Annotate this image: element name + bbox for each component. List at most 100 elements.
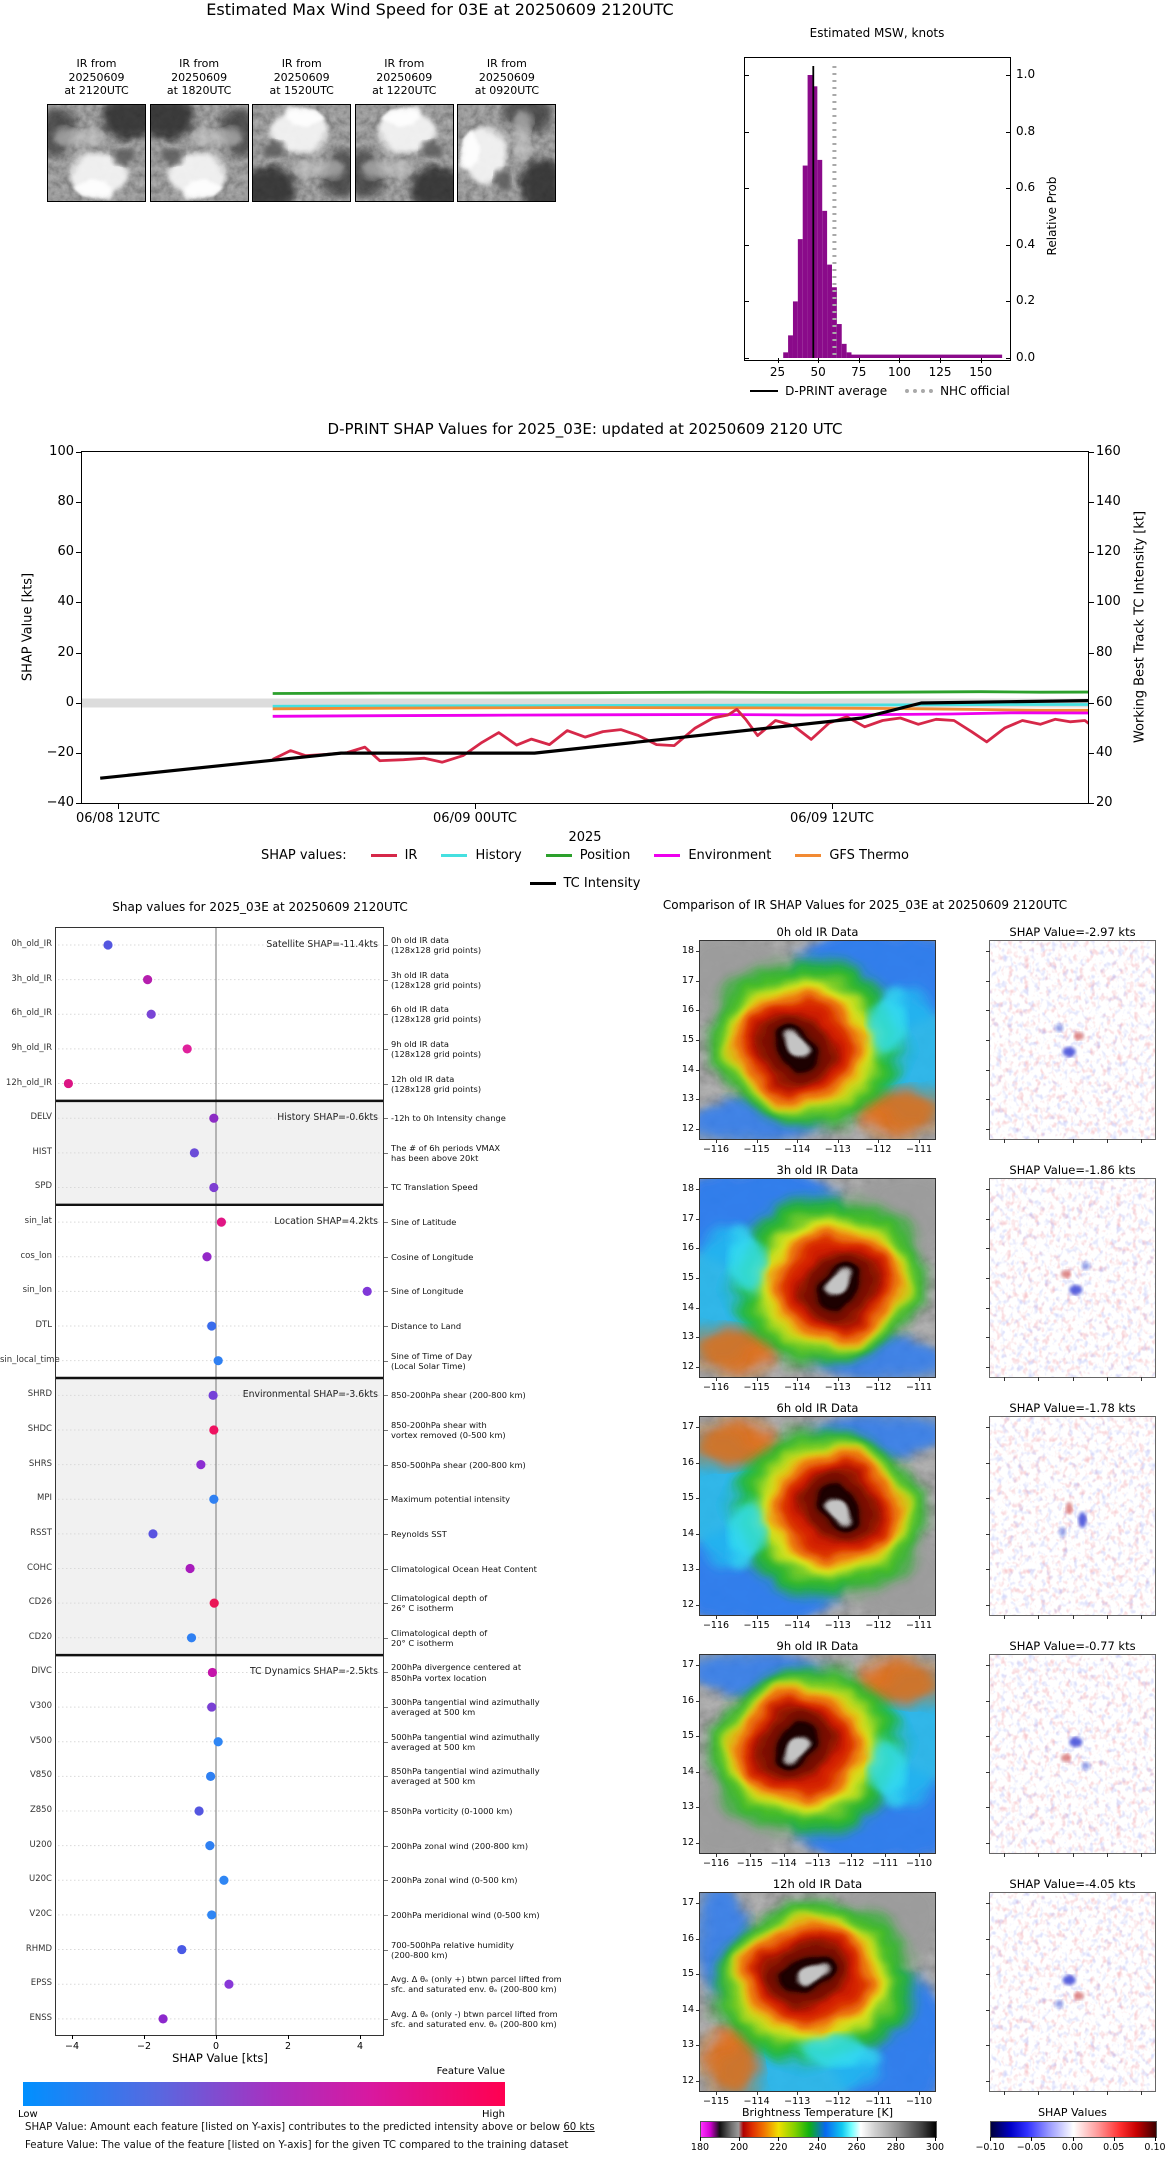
feature-row-label: EPSS (30, 1978, 52, 1989)
dot-plot-canvas (55, 927, 384, 2036)
ir-lon-tick-label: −112 (824, 2096, 851, 2107)
ir-lon-tick-mark (919, 1377, 920, 1381)
shap-cbar-tick-mark (990, 2137, 991, 2141)
shap-map-image (989, 1892, 1156, 2092)
hist-xtick-mark (777, 358, 779, 363)
ir-map-image (699, 1654, 936, 1854)
ir-thumbnail-label: IR from 20250609 at 0920UTC (474, 57, 540, 97)
ir-lon-tick-label: −114 (743, 2096, 770, 2107)
feature-row-label: RHMD (25, 1943, 52, 1954)
ir-lon-tick-mark (756, 1615, 758, 1619)
ir-lat-tick-label: 14 (681, 1765, 694, 1777)
dp-xtick-label: 0 (212, 2041, 220, 2052)
ts-legend-item: Environment (654, 848, 771, 863)
ts-legend-swatch (529, 882, 556, 885)
shap-lat-tick-mark (986, 951, 990, 952)
ir-lat-tick-mark (696, 1843, 700, 1844)
histogram-canvas (744, 57, 1011, 361)
ts-ytick-right-mark (1088, 602, 1094, 604)
ir-lat-tick-mark (696, 1129, 700, 1130)
ir-thumbnail-label: IR from 20250609 at 1820UTC (166, 57, 232, 97)
feature-dot-sin_lon (362, 1286, 372, 1296)
shap-lat-tick-mark (986, 1843, 990, 1844)
feature-row-tick (384, 1707, 388, 1709)
feature-row-tick (384, 1048, 388, 1050)
shap-lon-tick-mark (1004, 1139, 1005, 1143)
hist-bar (812, 86, 818, 358)
feature-dot-SHRS (196, 1460, 206, 1470)
ir-lat-tick-mark (696, 1099, 700, 1101)
shap-map-title: SHAP Value=-1.86 kts (1009, 1163, 1136, 1177)
feature-row-label: RSST (30, 1527, 52, 1538)
ir-lon-tick-mark (837, 1615, 839, 1619)
ir-lon-tick-label: −112 (865, 1144, 892, 1155)
ir-thumbnail-image (47, 104, 146, 202)
hist-ytick-mark (745, 358, 749, 359)
feature-colorbar-label: Feature Value (436, 2066, 505, 2077)
shap-map-title: SHAP Value=-2.97 kts (1009, 925, 1136, 939)
feature-row-label: ENSS (29, 2012, 52, 2023)
ir-map-title: 0h old IR Data (776, 925, 859, 939)
ir-lat-tick-mark (696, 1974, 700, 1976)
feature-colorbar-high: High (482, 2109, 505, 2120)
timeseries-ylabel-left: SHAP Value [kts] (20, 572, 36, 682)
ts-ytick-left-label: 0 (65, 694, 74, 710)
feature-row-label: sin_lon (22, 1285, 52, 1296)
ir-lat-tick-mark (696, 1938, 700, 1940)
ts-ytick-left-label: 100 (49, 444, 74, 459)
shap-map-title: SHAP Value=-1.78 kts (1009, 1401, 1136, 1415)
ir-lat-tick-mark (696, 1218, 700, 1220)
hist-xtick-label: 125 (928, 365, 952, 379)
ir-lat-tick-mark (696, 1337, 700, 1339)
feature-row-desc: Distance to Land (391, 1320, 462, 1331)
ir-lat-tick-mark (696, 1367, 700, 1368)
feature-row-desc: 700-500hPa relative humidity (200-800 km… (391, 1939, 514, 1960)
ir-lat-tick-label: 17 (681, 1659, 694, 1670)
ir-lat-tick-mark (696, 1736, 700, 1738)
ir-lat-tick-mark (696, 951, 700, 952)
shap-cbar-tick-mark (1113, 2137, 1115, 2141)
shap-lon-tick-mark (1038, 1377, 1040, 1381)
shap-lon-tick-mark (1106, 1139, 1108, 1143)
shap-lon-tick-mark (1038, 2091, 1040, 2095)
ir-lon-tick-label: −113 (804, 1858, 831, 1869)
feature-row-desc: Sine of Longitude (391, 1286, 464, 1297)
ir-thumbnail-image (354, 104, 454, 202)
dp-xtick-mark (360, 2035, 361, 2039)
shap-lon-tick-mark (1038, 1615, 1040, 1619)
hist-ytick-mark (1006, 244, 1010, 246)
feature-dot-0h_old_IR (103, 940, 113, 950)
feature-row-desc: Maximum potential intensity (391, 1494, 511, 1505)
feature-dot-SHDC (209, 1425, 219, 1435)
shap-lat-tick-mark (986, 1736, 990, 1738)
feature-row-desc: 200hPa zonal wind (200-800 km) (391, 1840, 529, 1851)
bt-cbar-tick-label: 240 (808, 2142, 827, 2153)
feature-value-caption: Feature Value: The value of the feature … (25, 2140, 569, 2151)
bt-cbar-tick-mark (739, 2137, 741, 2141)
feature-row-tick (384, 1984, 388, 1986)
hist-ytick-mark (745, 188, 749, 190)
feature-dot-DELV (209, 1113, 219, 1123)
ir-lat-tick-label: 16 (681, 1694, 694, 1706)
feature-row-desc: 850-200hPa shear (200-800 km) (391, 1390, 526, 1401)
ir-lat-tick-mark (696, 1903, 700, 1904)
feature-row-desc: 12h old IR data (128x128 grid points) (391, 1073, 482, 1094)
hist-xtick-label: 25 (769, 365, 786, 379)
ir-lat-tick-label: 16 (681, 1456, 694, 1468)
ir-lon-tick-mark (756, 2091, 758, 2095)
msw-histogram (744, 57, 1011, 361)
feature-row-tick (384, 1499, 388, 1501)
feature-row-tick (384, 1568, 388, 1570)
feature-row-label: SPD (34, 1181, 52, 1192)
hist-legend-swatch (750, 390, 779, 392)
ir-lon-tick-label: −110 (905, 1858, 933, 1869)
feature-row-desc: Climatological Ocean Heat Content (391, 1563, 537, 1574)
feature-row-label: V850 (29, 1770, 52, 1781)
ts-legend-label: History (475, 848, 522, 863)
ir-lat-tick-mark (696, 1278, 700, 1279)
feature-dot-cos_lon (202, 1252, 212, 1262)
shap-lon-tick-mark (1004, 2091, 1005, 2095)
feature-dot-U200 (205, 1841, 215, 1851)
feature-dot-SPD (209, 1182, 219, 1193)
zero-band (82, 698, 1088, 708)
